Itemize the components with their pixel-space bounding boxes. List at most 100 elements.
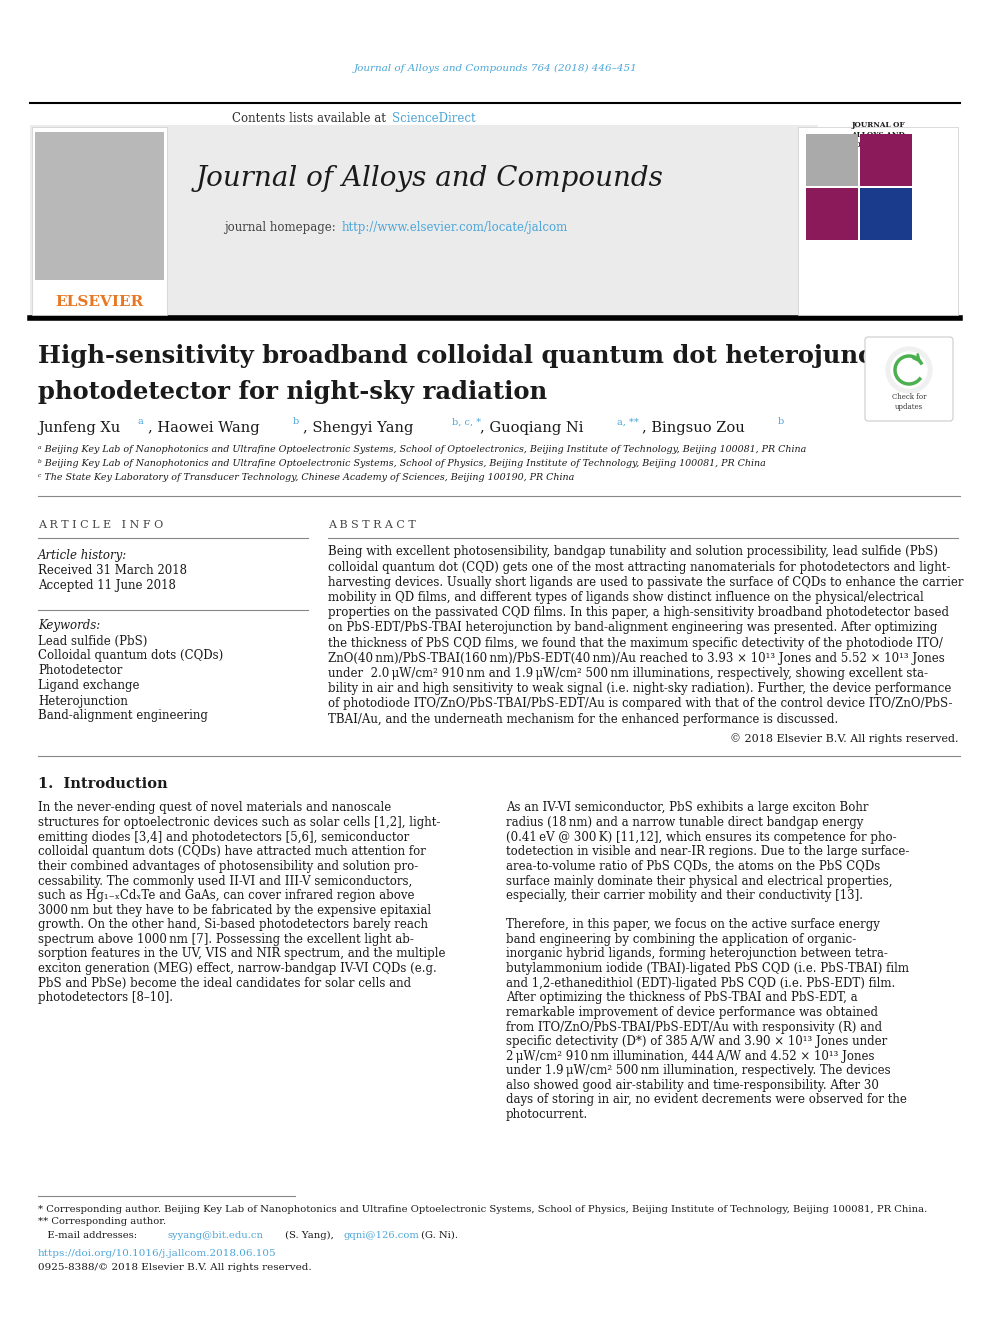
Text: Article history:: Article history: bbox=[38, 549, 127, 561]
Text: butylammonium iodide (TBAI)-ligated PbS CQD (i.e. PbS-TBAI) film: butylammonium iodide (TBAI)-ligated PbS … bbox=[506, 962, 909, 975]
Text: mobility in QD films, and different types of ligands show distinct influence on : mobility in QD films, and different type… bbox=[328, 591, 924, 605]
Text: cessability. The commonly used II-VI and III-V semiconductors,: cessability. The commonly used II-VI and… bbox=[38, 875, 413, 888]
Bar bbox=[860, 134, 912, 187]
Text: Received 31 March 2018: Received 31 March 2018 bbox=[38, 565, 187, 578]
Text: under  2.0 μW/cm² 910 nm and 1.9 μW/cm² 500 nm illuminations, respectively, show: under 2.0 μW/cm² 910 nm and 1.9 μW/cm² 5… bbox=[328, 667, 928, 680]
Text: , Shengyi Yang: , Shengyi Yang bbox=[303, 421, 414, 435]
Text: ᶜ The State Key Laboratory of Transducer Technology, Chinese Academy of Sciences: ᶜ The State Key Laboratory of Transducer… bbox=[38, 474, 574, 483]
Circle shape bbox=[891, 352, 927, 388]
Text: colloidal quantum dot (CQD) gets one of the most attracting nanomaterials for ph: colloidal quantum dot (CQD) gets one of … bbox=[328, 561, 950, 574]
Bar bbox=[32, 127, 167, 315]
Text: (G. Ni).: (G. Ni). bbox=[418, 1230, 458, 1240]
Text: TBAI/Au, and the underneath mechanism for the enhanced performance is discussed.: TBAI/Au, and the underneath mechanism fo… bbox=[328, 713, 838, 726]
Text: 2 μW/cm² 910 nm illumination, 444 A/W and 4.52 × 10¹³ Jones: 2 μW/cm² 910 nm illumination, 444 A/W an… bbox=[506, 1049, 875, 1062]
Text: Accepted 11 June 2018: Accepted 11 June 2018 bbox=[38, 579, 176, 593]
Text: Being with excellent photosensibility, bandgap tunability and solution processib: Being with excellent photosensibility, b… bbox=[328, 545, 938, 558]
Text: area-to-volume ratio of PbS CQDs, the atoms on the PbS CQDs: area-to-volume ratio of PbS CQDs, the at… bbox=[506, 860, 880, 873]
Text: on PbS-EDT/PbS-TBAI heterojunction by band-alignment engineering was presented. : on PbS-EDT/PbS-TBAI heterojunction by ba… bbox=[328, 622, 937, 635]
Text: properties on the passivated CQD films. In this paper, a high-sensitivity broadb: properties on the passivated CQD films. … bbox=[328, 606, 949, 619]
Text: journal homepage:: journal homepage: bbox=[224, 221, 340, 234]
Text: emitting diodes [3,4] and photodetectors [5,6], semiconductor: emitting diodes [3,4] and photodetectors… bbox=[38, 831, 410, 844]
Text: a, **: a, ** bbox=[617, 418, 639, 426]
Text: ᵇ Beijing Key Lab of Nanophotonics and Ultrafine Optoelectronic Systems, School : ᵇ Beijing Key Lab of Nanophotonics and U… bbox=[38, 459, 766, 468]
Text: ZnO(40 nm)/PbS-TBAI(160 nm)/PbS-EDT(40 nm)/Au reached to 3.93 × 10¹³ Jones and 5: ZnO(40 nm)/PbS-TBAI(160 nm)/PbS-EDT(40 n… bbox=[328, 652, 944, 665]
Text: Band-alignment engineering: Band-alignment engineering bbox=[38, 709, 208, 722]
Text: A B S T R A C T: A B S T R A C T bbox=[328, 520, 416, 531]
Text: ScienceDirect: ScienceDirect bbox=[392, 111, 475, 124]
Text: ELSEVIER: ELSEVIER bbox=[55, 295, 143, 310]
Text: Journal of Alloys and Compounds: Journal of Alloys and Compounds bbox=[196, 164, 664, 192]
Text: b: b bbox=[293, 418, 300, 426]
Text: a: a bbox=[138, 418, 144, 426]
Text: b: b bbox=[778, 418, 785, 426]
Text: growth. On the other hand, Si-based photodetectors barely reach: growth. On the other hand, Si-based phot… bbox=[38, 918, 428, 931]
Bar bbox=[806, 188, 858, 239]
Text: , Bingsuo Zou: , Bingsuo Zou bbox=[642, 421, 745, 435]
Text: In the never-ending quest of novel materials and nanoscale: In the never-ending quest of novel mater… bbox=[38, 802, 391, 815]
Text: their combined advantages of photosensibility and solution pro-: their combined advantages of photosensib… bbox=[38, 860, 419, 873]
Text: Contents lists available at: Contents lists available at bbox=[232, 111, 390, 124]
Text: After optimizing the thickness of PbS-TBAI and PbS-EDT, a: After optimizing the thickness of PbS-TB… bbox=[506, 991, 858, 1004]
Text: ** Corresponding author.: ** Corresponding author. bbox=[38, 1217, 166, 1226]
Text: High-sensitivity broadband colloidal quantum dot heterojunction: High-sensitivity broadband colloidal qua… bbox=[38, 344, 927, 368]
Bar bbox=[806, 134, 858, 187]
Text: radius (18 nm) and a narrow tunable direct bandgap energy: radius (18 nm) and a narrow tunable dire… bbox=[506, 816, 863, 830]
Text: Colloidal quantum dots (CQDs): Colloidal quantum dots (CQDs) bbox=[38, 650, 223, 663]
Text: todetection in visible and near-IR regions. Due to the large surface-: todetection in visible and near-IR regio… bbox=[506, 845, 910, 859]
Text: and 1,2-ethanedithiol (EDT)-ligated PbS CQD (i.e. PbS-EDT) film.: and 1,2-ethanedithiol (EDT)-ligated PbS … bbox=[506, 976, 895, 990]
Text: A R T I C L E   I N F O: A R T I C L E I N F O bbox=[38, 520, 164, 531]
Text: structures for optoelectronic devices such as solar cells [1,2], light-: structures for optoelectronic devices su… bbox=[38, 816, 440, 830]
Text: © 2018 Elsevier B.V. All rights reserved.: © 2018 Elsevier B.V. All rights reserved… bbox=[729, 733, 958, 744]
Text: exciton generation (MEG) effect, narrow-bandgap IV-VI CQDs (e.g.: exciton generation (MEG) effect, narrow-… bbox=[38, 962, 436, 975]
Text: especially, their carrier mobility and their conductivity [13].: especially, their carrier mobility and t… bbox=[506, 889, 863, 902]
Text: Junfeng Xu: Junfeng Xu bbox=[38, 421, 120, 435]
FancyBboxPatch shape bbox=[865, 337, 953, 421]
Text: PbS and PbSe) become the ideal candidates for solar cells and: PbS and PbSe) become the ideal candidate… bbox=[38, 976, 411, 990]
Text: 1.  Introduction: 1. Introduction bbox=[38, 777, 168, 791]
Text: (0.41 eV @ 300 K) [11,12], which ensures its competence for pho-: (0.41 eV @ 300 K) [11,12], which ensures… bbox=[506, 831, 897, 844]
Text: gqni@126.com: gqni@126.com bbox=[343, 1230, 419, 1240]
Text: colloidal quantum dots (CQDs) have attracted much attention for: colloidal quantum dots (CQDs) have attra… bbox=[38, 845, 426, 859]
Text: Journal of Alloys and Compounds 764 (2018) 446–451: Journal of Alloys and Compounds 764 (201… bbox=[354, 64, 638, 73]
Text: Keywords:: Keywords: bbox=[38, 618, 100, 631]
Text: band engineering by combining the application of organic-: band engineering by combining the applic… bbox=[506, 933, 856, 946]
Text: JOURNAL OF
ALLOYS AND
COMPOUNDS: JOURNAL OF ALLOYS AND COMPOUNDS bbox=[850, 120, 906, 149]
Text: Check for
updates: Check for updates bbox=[892, 393, 927, 411]
Text: b, c, *: b, c, * bbox=[452, 418, 481, 426]
Text: Therefore, in this paper, we focus on the active surface energy: Therefore, in this paper, we focus on th… bbox=[506, 918, 880, 931]
Text: photocurrent.: photocurrent. bbox=[506, 1109, 588, 1121]
Text: photodetectors [8–10].: photodetectors [8–10]. bbox=[38, 991, 173, 1004]
Text: Heterojunction: Heterojunction bbox=[38, 695, 128, 708]
Text: 3000 nm but they have to be fabricated by the expensive epitaxial: 3000 nm but they have to be fabricated b… bbox=[38, 904, 432, 917]
Text: inorganic hybrid ligands, forming heterojunction between tetra-: inorganic hybrid ligands, forming hetero… bbox=[506, 947, 888, 960]
Text: spectrum above 1000 nm [7]. Possessing the excellent light ab-: spectrum above 1000 nm [7]. Possessing t… bbox=[38, 933, 414, 946]
Text: , Haowei Wang: , Haowei Wang bbox=[148, 421, 260, 435]
Text: As an IV-VI semiconductor, PbS exhibits a large exciton Bohr: As an IV-VI semiconductor, PbS exhibits … bbox=[506, 802, 869, 815]
Bar bbox=[30, 124, 818, 318]
Text: under 1.9 μW/cm² 500 nm illumination, respectively. The devices: under 1.9 μW/cm² 500 nm illumination, re… bbox=[506, 1064, 891, 1077]
Text: * Corresponding author. Beijing Key Lab of Nanophotonics and Ultrafine Optoelect: * Corresponding author. Beijing Key Lab … bbox=[38, 1204, 928, 1213]
Text: https://doi.org/10.1016/j.jallcom.2018.06.105: https://doi.org/10.1016/j.jallcom.2018.0… bbox=[38, 1249, 277, 1257]
Text: surface mainly dominate their physical and electrical properties,: surface mainly dominate their physical a… bbox=[506, 875, 893, 888]
Text: bility in air and high sensitivity to weak signal (i.e. night-sky radiation). Fu: bility in air and high sensitivity to we… bbox=[328, 683, 951, 696]
Text: Lead sulfide (PbS): Lead sulfide (PbS) bbox=[38, 635, 148, 647]
Text: E-mail addresses:: E-mail addresses: bbox=[38, 1230, 140, 1240]
Text: Ligand exchange: Ligand exchange bbox=[38, 680, 140, 692]
Text: , Guoqiang Ni: , Guoqiang Ni bbox=[480, 421, 583, 435]
Text: sorption features in the UV, VIS and NIR spectrum, and the multiple: sorption features in the UV, VIS and NIR… bbox=[38, 947, 445, 960]
Text: syyang@bit.edu.cn: syyang@bit.edu.cn bbox=[167, 1230, 263, 1240]
Text: specific detectivity (D*) of 385 A/W and 3.90 × 10¹³ Jones under: specific detectivity (D*) of 385 A/W and… bbox=[506, 1035, 887, 1048]
Text: Photodetector: Photodetector bbox=[38, 664, 122, 677]
Bar bbox=[35, 132, 164, 280]
Text: photodetector for night-sky radiation: photodetector for night-sky radiation bbox=[38, 380, 548, 404]
Text: of photodiode ITO/ZnO/PbS-TBAI/PbS-EDT/Au is compared with that of the control d: of photodiode ITO/ZnO/PbS-TBAI/PbS-EDT/A… bbox=[328, 697, 952, 710]
Circle shape bbox=[886, 347, 932, 393]
Text: from ITO/ZnO/PbS-TBAI/PbS-EDT/Au with responsivity (R) and: from ITO/ZnO/PbS-TBAI/PbS-EDT/Au with re… bbox=[506, 1020, 882, 1033]
Text: remarkable improvement of device performance was obtained: remarkable improvement of device perform… bbox=[506, 1005, 878, 1019]
Text: the thickness of PbS CQD films, we found that the maximum specific detectivity o: the thickness of PbS CQD films, we found… bbox=[328, 636, 942, 650]
Text: days of storing in air, no evident decrements were observed for the: days of storing in air, no evident decre… bbox=[506, 1094, 907, 1106]
Text: (S. Yang),: (S. Yang), bbox=[282, 1230, 337, 1240]
Text: such as Hg₁₋ₓCdₓTe and GaAs, can cover infrared region above: such as Hg₁₋ₓCdₓTe and GaAs, can cover i… bbox=[38, 889, 415, 902]
Bar bbox=[798, 127, 958, 315]
Text: 0925-8388/© 2018 Elsevier B.V. All rights reserved.: 0925-8388/© 2018 Elsevier B.V. All right… bbox=[38, 1262, 311, 1271]
